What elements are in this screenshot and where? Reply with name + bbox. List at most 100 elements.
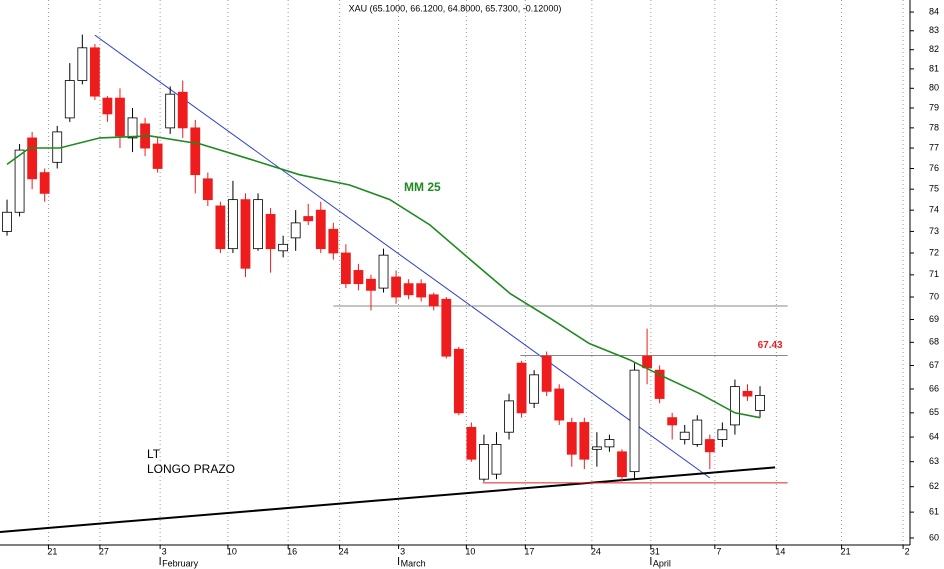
candle-body [717,429,728,440]
candle-body [89,47,100,97]
candle-body [755,394,765,411]
candle-body [654,369,665,399]
x-tick-label: 24 [339,546,349,556]
candle-body [165,93,176,129]
y-tick-label: 71 [929,269,939,279]
candle-body [742,390,753,397]
x-tick-label: 10 [227,546,237,556]
y-tick-label: 72 [929,247,939,257]
candle-body [2,211,12,232]
x-tick-label: 31 [650,546,660,556]
candle-body [453,348,464,414]
y-tick-label: 75 [929,184,939,194]
y-tick-label: 83 [929,25,939,35]
y-tick-label: 66 [929,383,939,393]
candle-body [692,419,703,445]
candle-body [428,294,439,307]
candle-body [730,386,740,426]
candle-body [228,199,238,250]
annotation: LONGO PRAZO [147,462,235,476]
candle-body [403,283,414,296]
candle-body [240,199,251,269]
trend-line [0,466,776,533]
moving-average [6,135,761,419]
y-tick-label: 67 [929,360,939,370]
candle-body [541,355,552,392]
y-tick-label: 69 [929,314,939,324]
candle-body [290,222,301,239]
candle-body [491,444,502,475]
y-tick-label: 76 [929,163,939,173]
y-tick-label: 60 [929,532,939,542]
candle-body [479,444,489,480]
x-tick-label: 7 [716,546,721,556]
candle-body [604,439,615,448]
candle-body [115,97,125,137]
candle-body [27,137,38,180]
candle-body [303,216,314,222]
x-tick-label: 24 [591,546,601,556]
candle-body [278,243,289,252]
x-tick-label: 14 [775,546,785,556]
y-tick-label: 65 [929,407,939,417]
chart-title: XAU (65.1000, 66.1200, 64.8000, 65.7300,… [349,3,562,13]
y-tick-label: 73 [929,226,939,236]
x-tick-label: 2 [905,546,910,556]
trend-line [94,34,711,479]
candle-body [554,388,565,421]
x-tick-label: 3 [400,546,405,556]
candle-body [202,178,213,201]
y-tick-label: 62 [929,481,939,491]
candle-body [127,117,138,139]
candle-body [504,400,514,433]
candle-body [39,172,50,194]
candle-body [441,298,452,357]
candle-body [391,276,401,298]
candle-body [366,278,376,291]
candle-body [64,80,75,119]
y-tick-label: 70 [929,291,939,301]
month-label: April [653,558,671,568]
candle-body [629,369,640,473]
candle-body [667,417,678,426]
x-tick-label: 10 [465,546,475,556]
candle-body [102,97,113,115]
line-label: 67.43 [758,340,783,351]
candle-body [416,283,427,298]
y-tick-label: 64 [929,431,939,441]
y-tick-label: 61 [929,506,939,516]
x-tick-label: 16 [287,546,297,556]
candle-body [617,451,627,478]
y-tick-label: 78 [929,122,939,132]
grid [47,0,904,545]
month-label: March [401,558,426,568]
candle-body [77,47,88,81]
y-tick-label: 84 [929,6,939,16]
y-tick-label: 80 [929,83,939,93]
y-tick-label: 74 [929,205,939,215]
candle-body [704,439,715,453]
y-tick-label: 63 [929,456,939,466]
candle-body [466,426,477,460]
candle-body [328,228,339,254]
x-tick-label: 3 [162,546,167,556]
x-tick-label: 21 [841,546,851,556]
x-tick-label: 21 [47,546,57,556]
y-tick-label: 79 [929,102,939,112]
candle-body [152,143,163,169]
candle-body [265,213,276,250]
y-tick-label: 82 [929,44,939,54]
annotation: LT [147,447,161,461]
candle-body [253,199,263,250]
y-tick-label: 68 [929,337,939,347]
candle-body [579,422,590,460]
candle-body [353,270,364,285]
y-tick-label: 81 [929,63,939,73]
candle-body [315,209,326,250]
ma-label: MM 25 [404,180,441,194]
candle-body [177,91,188,129]
candle-body [340,252,351,285]
plot [0,34,788,533]
y-tick-label: 77 [929,142,939,152]
